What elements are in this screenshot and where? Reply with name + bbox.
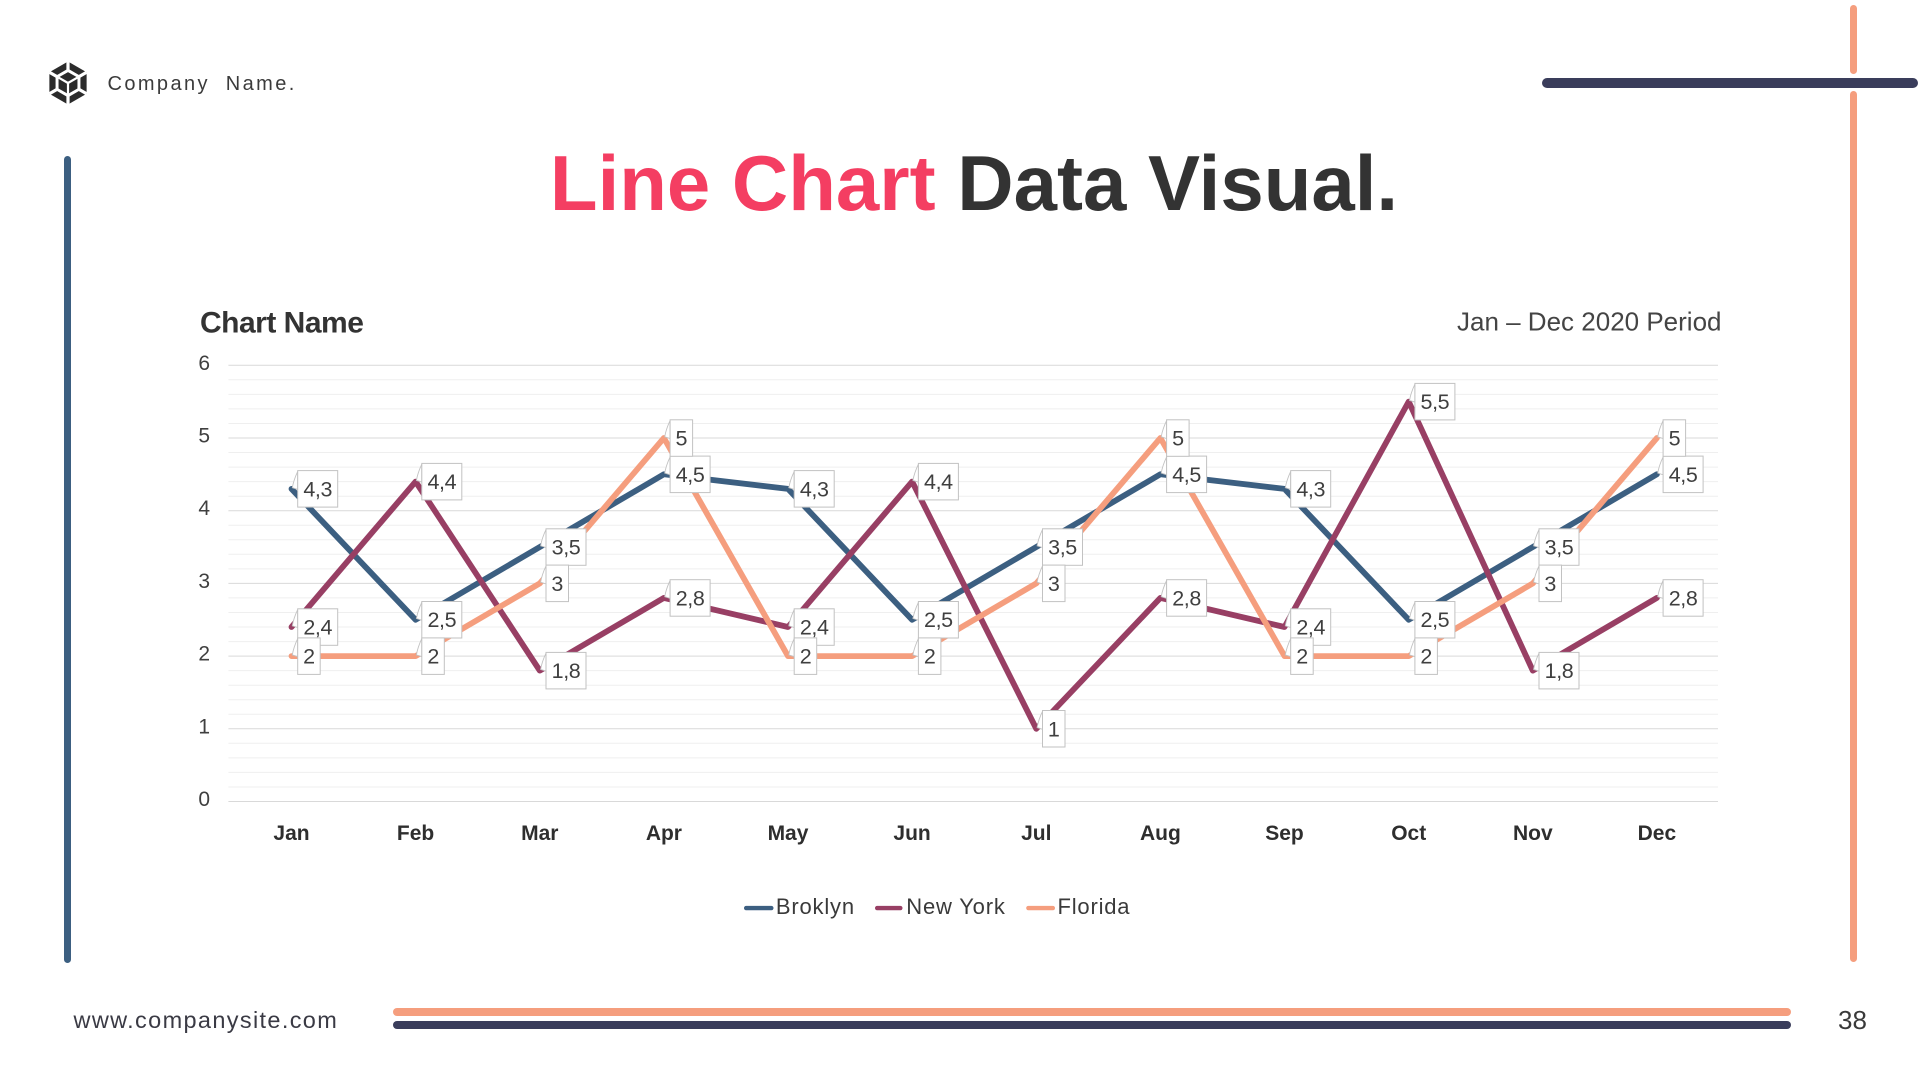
svg-text:3: 3 bbox=[551, 572, 563, 596]
svg-text:6: 6 bbox=[198, 352, 210, 375]
svg-text:Jul: Jul bbox=[1021, 822, 1051, 845]
svg-text:4,5: 4,5 bbox=[676, 463, 705, 487]
svg-text:2: 2 bbox=[1296, 645, 1308, 669]
svg-text:Broklyn: Broklyn bbox=[776, 894, 855, 919]
svg-text:4: 4 bbox=[198, 497, 210, 520]
svg-text:2,5: 2,5 bbox=[924, 608, 953, 632]
svg-text:4,5: 4,5 bbox=[1669, 463, 1698, 487]
svg-text:Mar: Mar bbox=[521, 822, 558, 845]
svg-text:Jun: Jun bbox=[893, 822, 930, 845]
svg-text:2,5: 2,5 bbox=[427, 608, 456, 632]
svg-text:4,3: 4,3 bbox=[303, 477, 332, 501]
svg-text:2,4: 2,4 bbox=[800, 616, 829, 640]
svg-text:3,5: 3,5 bbox=[1545, 536, 1574, 560]
svg-text:3,5: 3,5 bbox=[552, 536, 581, 560]
svg-text:3: 3 bbox=[1048, 572, 1060, 596]
svg-text:Jan – Dec 2020 Period: Jan – Dec 2020 Period bbox=[1457, 307, 1722, 337]
svg-text:3,5: 3,5 bbox=[1048, 536, 1077, 560]
svg-text:0: 0 bbox=[198, 788, 210, 811]
svg-text:5: 5 bbox=[676, 427, 688, 451]
svg-text:4,4: 4,4 bbox=[427, 470, 456, 494]
svg-text:New York: New York bbox=[906, 894, 1006, 919]
svg-text:Oct: Oct bbox=[1391, 822, 1426, 845]
svg-text:2,8: 2,8 bbox=[676, 586, 705, 610]
svg-text:1,8: 1,8 bbox=[552, 659, 581, 683]
svg-text:Feb: Feb bbox=[397, 822, 434, 845]
svg-text:Dec: Dec bbox=[1638, 822, 1677, 845]
svg-text:2: 2 bbox=[800, 645, 812, 669]
svg-text:1: 1 bbox=[1048, 717, 1060, 741]
svg-text:Aug: Aug bbox=[1140, 822, 1181, 845]
svg-text:3: 3 bbox=[1544, 572, 1556, 596]
svg-text:Chart Name: Chart Name bbox=[200, 307, 363, 340]
svg-text:4,3: 4,3 bbox=[1296, 477, 1325, 501]
svg-text:May: May bbox=[768, 822, 809, 845]
svg-text:5: 5 bbox=[1172, 427, 1184, 451]
svg-text:4,4: 4,4 bbox=[924, 470, 953, 494]
svg-text:1: 1 bbox=[198, 715, 210, 738]
svg-text:2: 2 bbox=[427, 645, 439, 669]
svg-text:3: 3 bbox=[198, 570, 210, 593]
svg-text:2,5: 2,5 bbox=[1421, 608, 1450, 632]
svg-text:2,8: 2,8 bbox=[1669, 586, 1698, 610]
svg-text:2,4: 2,4 bbox=[303, 616, 332, 640]
svg-text:2: 2 bbox=[1420, 645, 1432, 669]
svg-text:5: 5 bbox=[198, 425, 210, 448]
svg-text:1,8: 1,8 bbox=[1545, 659, 1574, 683]
svg-text:2,8: 2,8 bbox=[1172, 586, 1201, 610]
svg-text:Apr: Apr bbox=[646, 822, 682, 845]
svg-text:Nov: Nov bbox=[1513, 822, 1553, 845]
svg-text:2,4: 2,4 bbox=[1296, 616, 1325, 640]
svg-text:2: 2 bbox=[198, 643, 210, 666]
svg-text:Jan: Jan bbox=[273, 822, 309, 845]
svg-text:2: 2 bbox=[924, 645, 936, 669]
svg-text:Florida: Florida bbox=[1058, 894, 1131, 919]
svg-text:2: 2 bbox=[303, 645, 315, 669]
svg-text:4,3: 4,3 bbox=[800, 477, 829, 501]
svg-text:4,5: 4,5 bbox=[1172, 463, 1201, 487]
svg-text:5,5: 5,5 bbox=[1421, 390, 1450, 414]
svg-text:Sep: Sep bbox=[1265, 822, 1304, 845]
svg-text:5: 5 bbox=[1669, 427, 1681, 451]
